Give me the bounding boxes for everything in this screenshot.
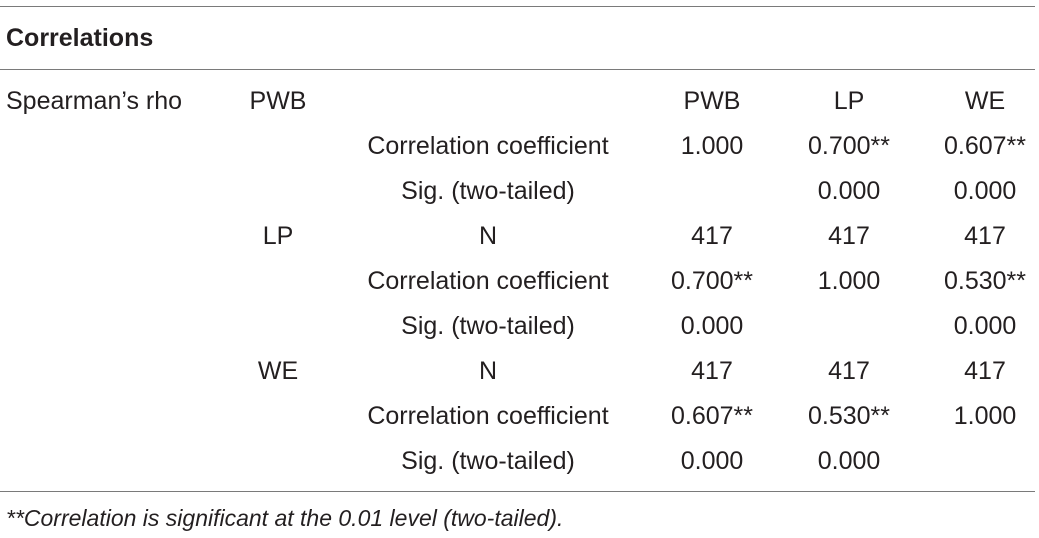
statistic-label: N (478, 357, 498, 385)
table-top-rule (0, 6, 1035, 7)
statistic-label: Sig. (two-tailed) (401, 177, 575, 205)
statistic-label: Correlation coefficient (367, 267, 609, 295)
table-cell: 0.700** (670, 267, 754, 295)
table-cell: 1.000 (953, 402, 1017, 430)
variable-label: PWB (249, 87, 307, 115)
statistic-label: Correlation coefficient (367, 132, 609, 160)
column-header: WE (964, 87, 1006, 115)
column-header: PWB (683, 87, 741, 115)
statistic-label: Correlation coefficient (367, 402, 609, 430)
statistic-label: Sig. (two-tailed) (401, 312, 575, 340)
table-cell: 0.000 (953, 177, 1017, 205)
table-cell: 1.000 (817, 267, 881, 295)
table-cell: 417 (828, 357, 870, 385)
table-cell: 0.000 (817, 177, 881, 205)
table-cell: 417 (828, 222, 870, 250)
table-cell: 417 (691, 222, 733, 250)
table-cell: 0.000 (817, 447, 881, 475)
variable-label: LP (262, 222, 294, 250)
column-header: LP (833, 87, 865, 115)
table-title: Correlations (6, 24, 154, 52)
table-cell: 0.607** (670, 402, 754, 430)
table-header-rule (0, 69, 1035, 70)
table-footnote: **Correlation is significant at the 0.01… (6, 505, 564, 531)
statistic-label: Sig. (two-tailed) (401, 447, 575, 475)
table-cell: 0.700** (807, 132, 891, 160)
table-cell: 0.530** (943, 267, 1027, 295)
table-cell: 0.530** (807, 402, 891, 430)
statistic-label: N (478, 222, 498, 250)
method-label: Spearman’s rho (6, 87, 183, 115)
table-cell: 0.607** (943, 132, 1027, 160)
table-bottom-rule (0, 491, 1035, 492)
table-cell: 417 (964, 357, 1006, 385)
table-cell: 417 (691, 357, 733, 385)
table-cell: 0.000 (953, 312, 1017, 340)
table-cell: 0.000 (680, 447, 744, 475)
variable-label: WE (257, 357, 299, 385)
table-cell: 417 (964, 222, 1006, 250)
table-cell: 1.000 (680, 132, 744, 160)
table-cell: 0.000 (680, 312, 744, 340)
